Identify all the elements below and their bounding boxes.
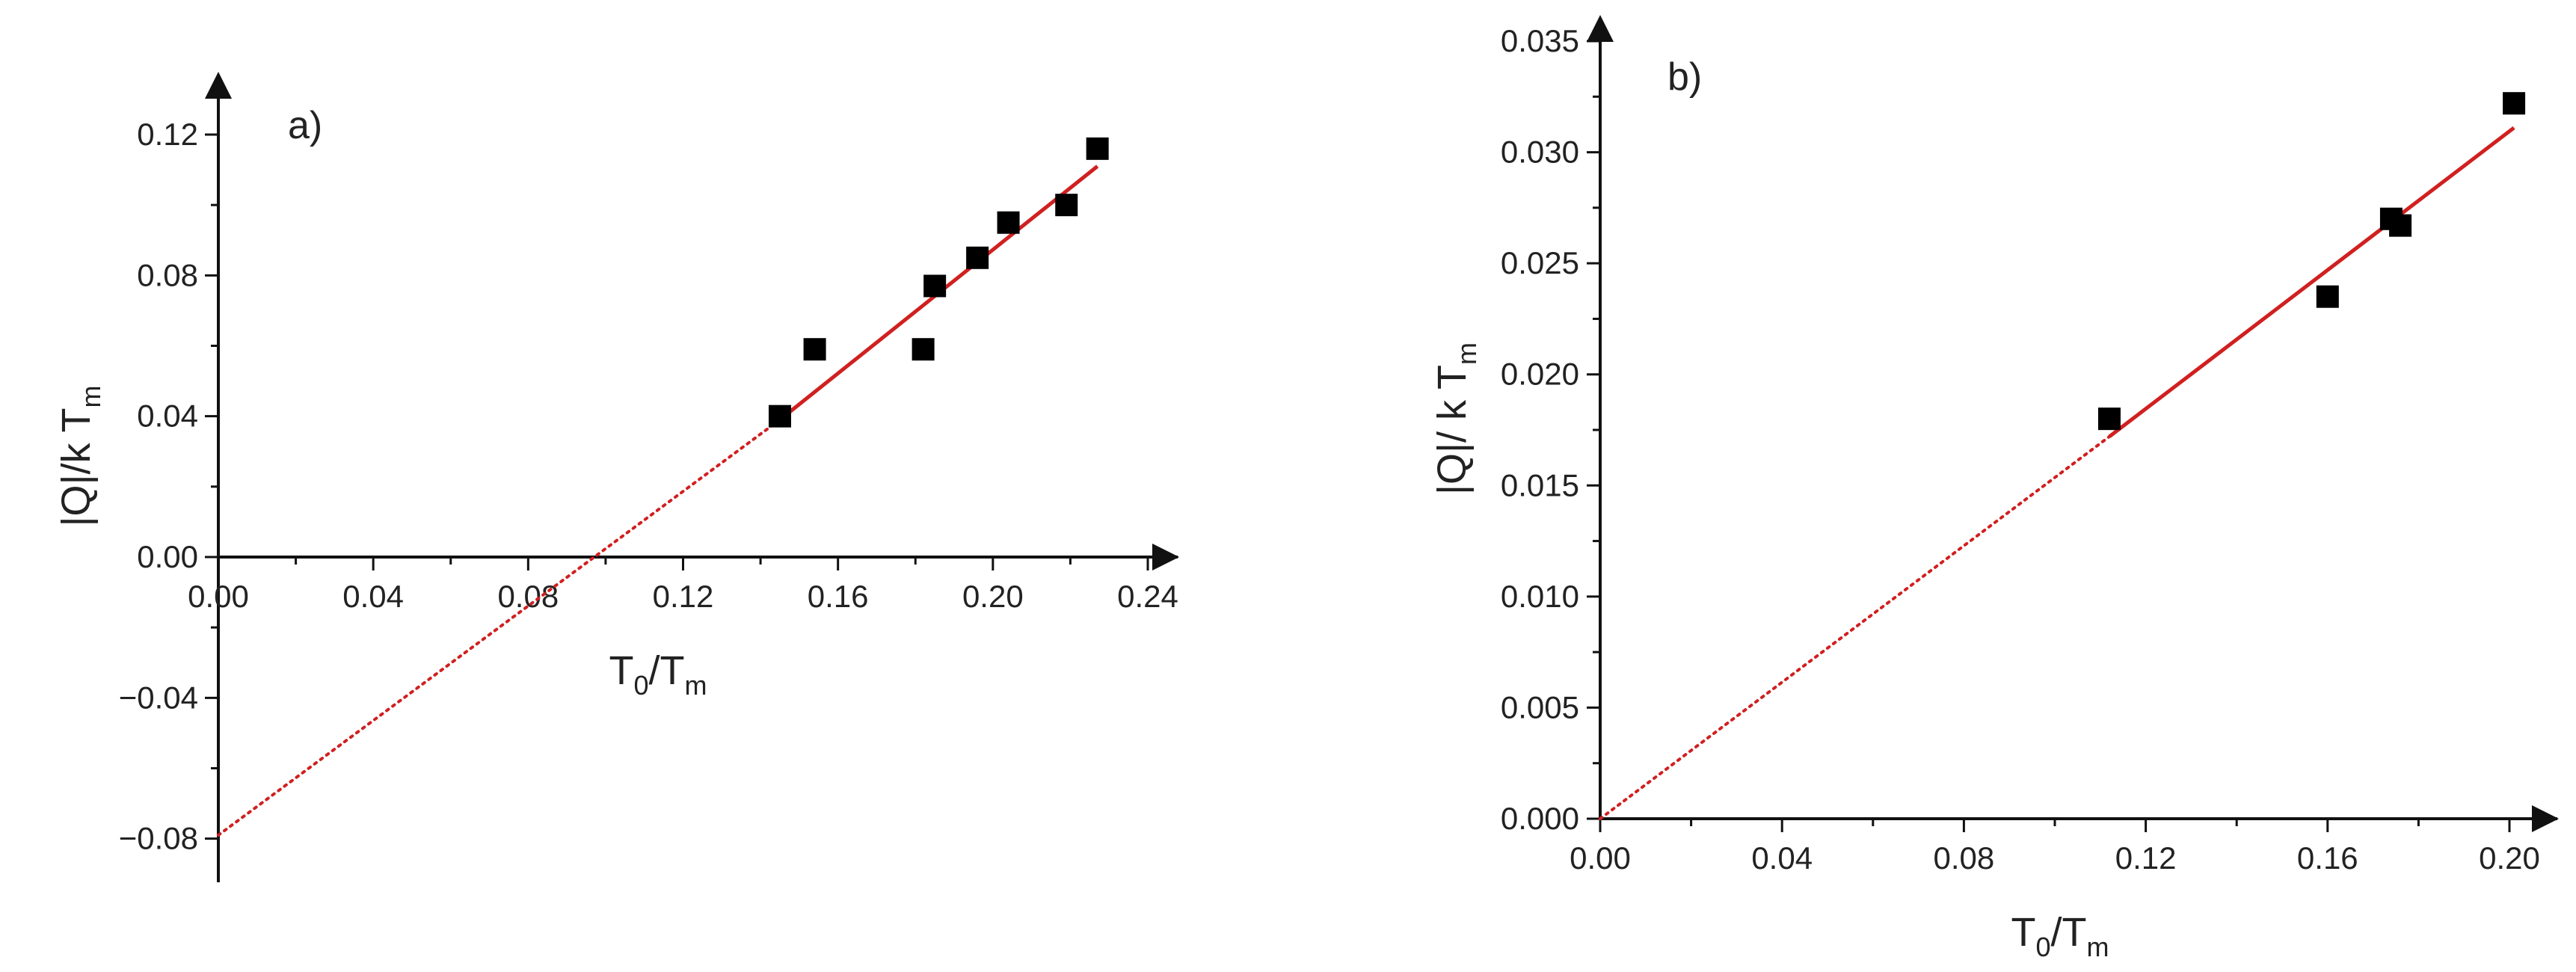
x-tick-label: 0.24 xyxy=(1117,579,1178,614)
x-tick-label: 0.12 xyxy=(2115,840,2177,876)
x-axis-arrow-icon xyxy=(2532,805,2559,832)
data-point xyxy=(2316,285,2339,308)
y-tick-label: 0.035 xyxy=(1501,23,1579,58)
y-tick-label: −0.04 xyxy=(119,680,198,715)
x-tick-label: 0.00 xyxy=(1570,840,1631,876)
panel-b-chart: 0.00 0.04 0.08 0.12 0.16 0.20 0.000 0.005 0.010 0… xyxy=(1430,15,2559,962)
y-tick-label: 0.005 xyxy=(1501,689,1579,725)
y-tick-label: 0.000 xyxy=(1501,801,1579,836)
x-axis-arrow-icon xyxy=(1152,544,1179,570)
x-tick-label: 0.00 xyxy=(188,579,249,614)
y-tick-label: 0.025 xyxy=(1501,245,1579,280)
y-tick-label: 0.010 xyxy=(1501,579,1579,614)
data-point xyxy=(2389,214,2412,237)
y-tick-label: −0.08 xyxy=(119,821,198,856)
extrapolation-line xyxy=(1599,434,2111,820)
y-axis-arrow-icon xyxy=(205,72,232,99)
x-axis-title: T0/Tm xyxy=(609,648,707,701)
extrapolation-line xyxy=(217,418,781,837)
x-tick-label: 0.16 xyxy=(808,579,869,614)
x-tick-label: 0.16 xyxy=(2297,840,2358,876)
x-tick-label: 0.12 xyxy=(653,579,714,614)
y-tick-label: 0.12 xyxy=(137,117,198,152)
x-tick-label: 0.08 xyxy=(497,579,559,614)
x-axis-title: T0/Tm xyxy=(2011,910,2109,962)
x-tick-label: 0.04 xyxy=(1751,840,1813,876)
x-tick-label: 0.08 xyxy=(1934,840,1995,876)
y-tick-label: 0.030 xyxy=(1501,135,1579,170)
x-tick-label: 0.04 xyxy=(342,579,404,614)
y-tick-label: 0.04 xyxy=(137,399,198,434)
data-point xyxy=(2503,92,2526,115)
y-tick-label: 0.00 xyxy=(137,539,198,574)
y-axis-title: |Q|/ k Tm xyxy=(1430,342,1482,495)
data-point xyxy=(803,338,826,361)
data-point xyxy=(966,246,989,269)
x-tick-label: 0.20 xyxy=(2479,840,2540,876)
fit-line xyxy=(2108,126,2515,438)
panel-a-chart: 0.00 0.04 0.08 0.12 0.16 0.20 0.24 −0.08 −0.04 0.… xyxy=(54,72,1179,882)
panel-label: b) xyxy=(1667,55,1702,99)
y-tick-label: 0.020 xyxy=(1501,357,1579,392)
y-tick-label: 0.08 xyxy=(137,257,198,292)
y-axis-title: |Q|/k Tm xyxy=(54,385,106,526)
y-tick-label: 0.015 xyxy=(1501,467,1579,502)
data-point xyxy=(997,211,1020,234)
x-tick-label: 0.20 xyxy=(962,579,1024,614)
data-point xyxy=(1055,194,1078,217)
data-point xyxy=(2097,407,2121,431)
panel-label: a) xyxy=(288,104,322,147)
data-point xyxy=(912,338,935,361)
data-point xyxy=(768,405,791,428)
data-point xyxy=(923,274,947,298)
y-axis-arrow-icon xyxy=(1587,15,1614,42)
data-point xyxy=(1086,137,1109,160)
